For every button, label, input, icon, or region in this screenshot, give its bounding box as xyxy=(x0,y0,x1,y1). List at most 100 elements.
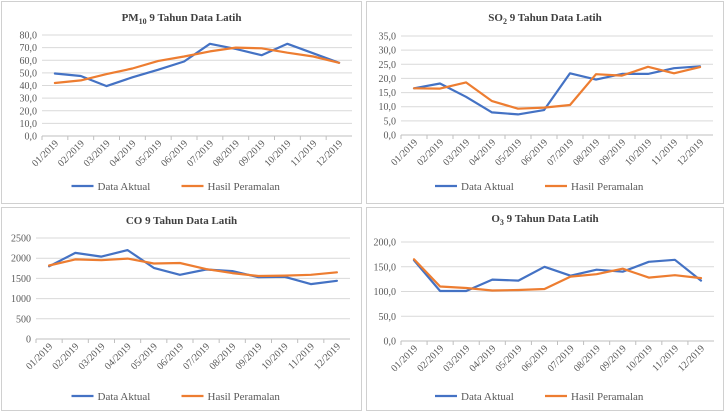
co-x-tick-label: 10/2019 xyxy=(260,341,291,372)
pm10-y-tick-label: 70,0 xyxy=(20,43,38,54)
pm10-chart-title: PM10 9 Tahun Data Latih xyxy=(122,12,242,26)
o3-y-tick-label: 0,0 xyxy=(384,337,397,348)
so2-y-tick-label: 15,0 xyxy=(379,88,397,99)
so2-x-tick-label: 07/2019 xyxy=(545,137,576,168)
co-x-tick-label: 01/2019 xyxy=(24,341,55,372)
o3-chart-panel: O3 9 Tahun Data Latih 0,0 50,0 100,0 150,0 20… xyxy=(366,207,724,411)
co-chart-title: CO 9 Tahun Data Latih xyxy=(126,215,237,227)
pm10-x-tick-label: 07/2019 xyxy=(185,138,216,169)
pm10-x-tick-label: 04/2019 xyxy=(108,138,139,169)
so2-x-tick-label: 10/2019 xyxy=(623,137,654,168)
so2-y-tick-label: 25,0 xyxy=(379,60,397,71)
so2-x-tick-label: 01/2019 xyxy=(389,137,420,168)
so2-chart-title: SO2 9 Tahun Data Latih xyxy=(488,12,601,26)
pm10-x-tick-label: 09/2019 xyxy=(237,138,268,169)
o3-x-tick-label: 09/2019 xyxy=(598,343,629,374)
pm10-x-tick-label: 08/2019 xyxy=(211,138,242,169)
co-legend-label: Hasil Peramalan xyxy=(208,391,281,403)
pm10-y-tick-label: 10,0 xyxy=(20,119,38,130)
so2-series-hasil-peramalan-line xyxy=(412,65,702,110)
co-chart-panel: CO 9 Tahun Data Latih 0 500 1000 1500 2000 250… xyxy=(1,207,362,411)
co-y-tick-label: 0 xyxy=(26,335,31,346)
o3-x-tick-label: 01/2019 xyxy=(389,343,420,374)
so2-chart-panel: SO2 9 Tahun Data Latih 0,0 5,0 10,0 15,0 20,0… xyxy=(366,1,724,204)
pm10-x-tick-label: 10/2019 xyxy=(263,138,294,169)
pm10-y-tick-label: 30,0 xyxy=(20,94,38,105)
o3-y-tick-label: 100,0 xyxy=(374,287,397,298)
pm10-x-tick-label: 11/2019 xyxy=(289,138,320,169)
co-y-tick-label: 2500 xyxy=(11,234,31,245)
so2-x-tick-label: 02/2019 xyxy=(415,137,446,168)
co-x-tick-label: 05/2019 xyxy=(129,341,160,372)
so2-x-tick-label: 12/2019 xyxy=(675,137,706,168)
o3-chart: O3 9 Tahun Data Latih 0,0 50,0 100,0 150,0 20… xyxy=(374,213,714,403)
pm10-x-tick-label: 05/2019 xyxy=(133,138,164,169)
o3-legend-label: Hasil Peramalan xyxy=(571,391,644,403)
pm10-x-tick-label: 01/2019 xyxy=(30,138,61,169)
so2-legend-label: Hasil Peramalan xyxy=(571,181,644,193)
so2-x-tick-label: 06/2019 xyxy=(519,137,550,168)
pm10-y-tick-label: 80,0 xyxy=(20,31,38,42)
o3-y-tick-label: 200,0 xyxy=(374,238,397,249)
pm10-legend-label: Hasil Peramalan xyxy=(208,181,281,193)
pm10-x-tick-label: 03/2019 xyxy=(82,138,113,169)
so2-chart: SO2 9 Tahun Data Latih 0,0 5,0 10,0 15,0 20,0… xyxy=(379,12,713,193)
o3-y-tick-label: 50,0 xyxy=(379,312,397,323)
so2-legend-label: Data Aktual xyxy=(461,181,514,193)
co-x-tick-label: 06/2019 xyxy=(155,341,186,372)
co-x-tick-label: 04/2019 xyxy=(103,341,134,372)
so2-y-tick-label: 35,0 xyxy=(379,32,397,43)
o3-x-tick-label: 06/2019 xyxy=(520,343,551,374)
o3-series-hasil-peramalan-line xyxy=(412,258,703,292)
pm10-y-tick-label: 60,0 xyxy=(20,56,38,67)
co-legend-label: Data Aktual xyxy=(98,391,151,403)
so2-x-tick-label: 09/2019 xyxy=(597,137,628,168)
o3-chart-title: O3 9 Tahun Data Latih xyxy=(491,213,598,227)
o3-series-data-aktual-line xyxy=(412,258,703,293)
so2-x-tick-label: 04/2019 xyxy=(467,137,498,168)
pm10-y-tick-label: 20,0 xyxy=(20,106,38,117)
so2-x-tick-label: 03/2019 xyxy=(441,137,472,168)
pm10-series-data-aktual-line xyxy=(53,42,341,88)
pm10-legend-label: Data Aktual xyxy=(98,181,151,193)
o3-x-tick-label: 08/2019 xyxy=(572,343,603,374)
co-y-tick-label: 500 xyxy=(16,314,31,325)
o3-x-tick-label: 05/2019 xyxy=(494,343,525,374)
pm10-x-tick-label: 12/2019 xyxy=(314,138,345,169)
so2-x-tick-label: 05/2019 xyxy=(493,137,524,168)
so2-y-tick-label: 20,0 xyxy=(379,74,397,85)
co-x-tick-label: 02/2019 xyxy=(50,341,81,372)
o3-x-tick-label: 02/2019 xyxy=(415,343,446,374)
co-y-tick-label: 2000 xyxy=(11,254,31,265)
co-series-data-aktual-line xyxy=(47,248,338,286)
pm10-chart-panel: PM10 9 Tahun Data Latih 0,0 10,0 20,0 30,0 40… xyxy=(1,1,362,204)
pm10-y-tick-label: 0,0 xyxy=(25,132,38,143)
co-series-hasil-peramalan-line xyxy=(47,257,338,278)
co-x-tick-label: 11/2019 xyxy=(286,341,317,372)
o3-x-tick-label: 12/2019 xyxy=(676,343,707,374)
so2-y-tick-label: 0,0 xyxy=(384,131,397,142)
o3-x-tick-label: 07/2019 xyxy=(546,343,577,374)
o3-x-tick-label: 03/2019 xyxy=(441,343,472,374)
so2-y-tick-label: 5,0 xyxy=(384,116,397,127)
pm10-y-tick-label: 40,0 xyxy=(20,81,38,92)
so2-y-tick-label: 10,0 xyxy=(379,102,397,113)
so2-x-tick-label: 08/2019 xyxy=(571,137,602,168)
pm10-series-hasil-peramalan-line xyxy=(53,46,341,85)
pm10-x-tick-label: 02/2019 xyxy=(56,138,87,169)
pm10-y-tick-label: 50,0 xyxy=(20,68,38,79)
o3-x-tick-label: 04/2019 xyxy=(467,343,498,374)
o3-x-tick-label: 10/2019 xyxy=(624,343,655,374)
co-x-tick-label: 09/2019 xyxy=(234,341,265,372)
so2-series-data-aktual-line xyxy=(412,65,702,116)
o3-legend-label: Data Aktual xyxy=(461,391,514,403)
so2-y-tick-label: 30,0 xyxy=(379,46,397,57)
co-x-tick-label: 07/2019 xyxy=(181,341,212,372)
pm10-x-tick-label: 06/2019 xyxy=(159,138,190,169)
co-x-tick-label: 03/2019 xyxy=(77,341,108,372)
co-y-tick-label: 1000 xyxy=(11,294,31,305)
o3-x-tick-label: 11/2019 xyxy=(650,343,681,374)
o3-y-tick-label: 150,0 xyxy=(374,262,397,273)
co-chart: CO 9 Tahun Data Latih 0 500 1000 1500 2000 250… xyxy=(11,215,350,403)
so2-x-tick-label: 11/2019 xyxy=(649,137,680,168)
